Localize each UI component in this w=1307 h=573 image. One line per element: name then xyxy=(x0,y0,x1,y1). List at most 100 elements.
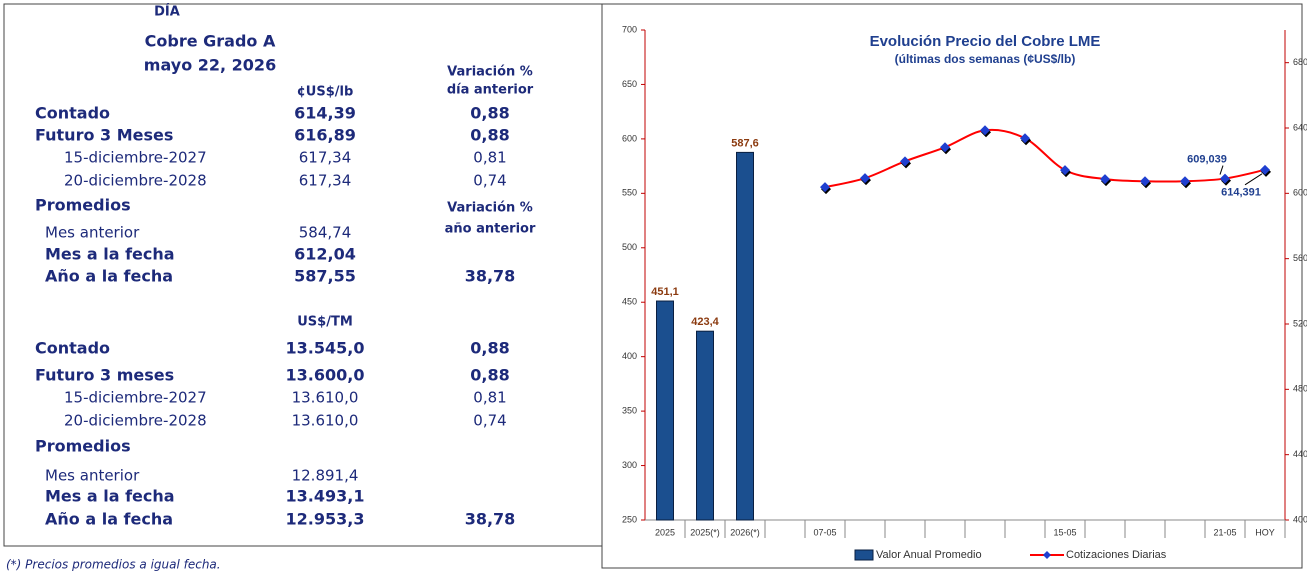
x-tick-label: 2025 xyxy=(655,527,675,537)
y2-tick-label: 560 xyxy=(1293,253,1307,263)
product: Cobre Grado A xyxy=(145,32,276,51)
y2-tick-label: 680 xyxy=(1293,57,1307,67)
row-value: 612,04 xyxy=(294,245,356,264)
x-tick-label: 2026(*) xyxy=(730,527,760,537)
change-header: año anterior xyxy=(445,222,536,237)
marker xyxy=(1020,133,1030,144)
bar-label: 451,1 xyxy=(651,286,679,298)
marker xyxy=(1060,165,1070,176)
row-change: 0,74 xyxy=(473,412,506,430)
row-label: 15-diciembre-2027 xyxy=(64,149,207,167)
y2-tick-label: 640 xyxy=(1293,122,1307,132)
bar xyxy=(656,300,674,521)
row-label: 15-diciembre-2027 xyxy=(64,389,207,407)
chart-frame xyxy=(601,3,1303,569)
marker xyxy=(1140,176,1150,187)
x-tick-label: 21-05 xyxy=(1213,527,1236,537)
row-change: 0,81 xyxy=(473,149,506,167)
legend-swatch xyxy=(1043,551,1051,559)
row-label: Año a la fecha xyxy=(45,267,173,286)
bar xyxy=(736,151,754,521)
x-tick-label: 07-05 xyxy=(813,527,836,537)
row-label: Contado xyxy=(35,339,110,358)
row-value: 13.610,0 xyxy=(292,389,359,407)
y2-tick-label: 400 xyxy=(1293,514,1307,524)
marker xyxy=(1100,174,1110,185)
legend-label: Cotizaciones Diarias xyxy=(1066,549,1167,561)
label-leader xyxy=(1219,165,1224,175)
row-value: 12.953,3 xyxy=(286,510,365,529)
marker xyxy=(1180,176,1190,187)
row-value: 617,34 xyxy=(299,149,352,167)
chart-subtitle: (últimas dos semanas (¢US$/lb) xyxy=(895,52,1076,66)
point-label: 609,039 xyxy=(1187,153,1227,165)
section-title: Promedios xyxy=(35,437,131,456)
row-value: 616,89 xyxy=(294,126,356,145)
x-tick-label: 2025(*) xyxy=(690,527,720,537)
row-change: 0,81 xyxy=(473,389,506,407)
bar-label: 423,4 xyxy=(691,316,719,328)
y-tick-label: 650 xyxy=(622,79,637,89)
row-label: Mes a la fecha xyxy=(45,245,175,264)
y-tick-label: 300 xyxy=(622,460,637,470)
y2-tick-label: 440 xyxy=(1293,449,1307,459)
row-value: 614,39 xyxy=(294,104,356,123)
y-tick-label: 450 xyxy=(622,297,637,307)
unit-header: US$/TM xyxy=(297,315,353,330)
x-tick-label: 15-05 xyxy=(1053,527,1076,537)
row-value: 13.545,0 xyxy=(286,339,365,358)
row-value: 587,55 xyxy=(294,267,356,286)
marker xyxy=(900,156,910,167)
marker xyxy=(980,125,990,136)
row-change: 0,88 xyxy=(470,339,509,358)
bar xyxy=(696,330,714,521)
day-label: DÍA xyxy=(154,4,180,20)
y2-tick-label: 480 xyxy=(1293,384,1307,394)
marker xyxy=(940,142,950,153)
footnote: (*) Precios promedios a igual fecha. xyxy=(6,558,221,572)
y-tick-label: 350 xyxy=(622,405,637,415)
y-tick-label: 600 xyxy=(622,133,637,143)
row-value: 13.493,1 xyxy=(286,487,365,506)
row-change: 0,88 xyxy=(470,104,509,123)
legend-swatch xyxy=(854,549,874,561)
x-tick-label: HOY xyxy=(1255,527,1275,537)
section-title: Promedios xyxy=(35,196,131,215)
row-value: 13.600,0 xyxy=(286,366,365,385)
date: mayo 22, 2026 xyxy=(144,56,276,75)
label-leader xyxy=(1244,173,1263,186)
row-label: Contado xyxy=(35,104,110,123)
row-change: 38,78 xyxy=(465,510,516,529)
row-change: 0,88 xyxy=(470,126,509,145)
y-tick-label: 250 xyxy=(622,514,637,524)
row-label: Mes anterior xyxy=(45,224,140,242)
marker xyxy=(860,173,870,184)
y-tick-label: 550 xyxy=(622,188,637,198)
row-label: 20-diciembre-2028 xyxy=(64,412,207,430)
y2-tick-label: 600 xyxy=(1293,188,1307,198)
bar-label: 587,6 xyxy=(731,137,759,149)
row-label: Futuro 3 meses xyxy=(35,366,174,385)
y-tick-label: 400 xyxy=(622,351,637,361)
row-label: Año a la fecha xyxy=(45,510,173,529)
row-change: 0,74 xyxy=(473,172,506,190)
row-label: Mes anterior xyxy=(45,467,140,485)
y-tick-label: 500 xyxy=(622,242,637,252)
row-change: 38,78 xyxy=(465,267,516,286)
change-header: día anterior xyxy=(447,83,534,98)
row-value: 12.891,4 xyxy=(292,467,359,485)
marker xyxy=(1220,173,1230,184)
row-value: 584,74 xyxy=(299,224,352,242)
point-label: 614,391 xyxy=(1221,187,1261,199)
legend-label: Valor Anual Promedio xyxy=(876,549,982,561)
row-value: 13.610,0 xyxy=(292,412,359,430)
row-label: 20-diciembre-2028 xyxy=(64,172,207,190)
change-header: Variación % xyxy=(447,201,533,216)
y2-tick-label: 520 xyxy=(1293,318,1307,328)
change-header: Variación % xyxy=(447,65,533,80)
y-tick-label: 700 xyxy=(622,24,637,34)
row-label: Mes a la fecha xyxy=(45,487,175,506)
marker xyxy=(820,182,830,193)
unit-header: ¢US$/lb xyxy=(297,85,354,100)
